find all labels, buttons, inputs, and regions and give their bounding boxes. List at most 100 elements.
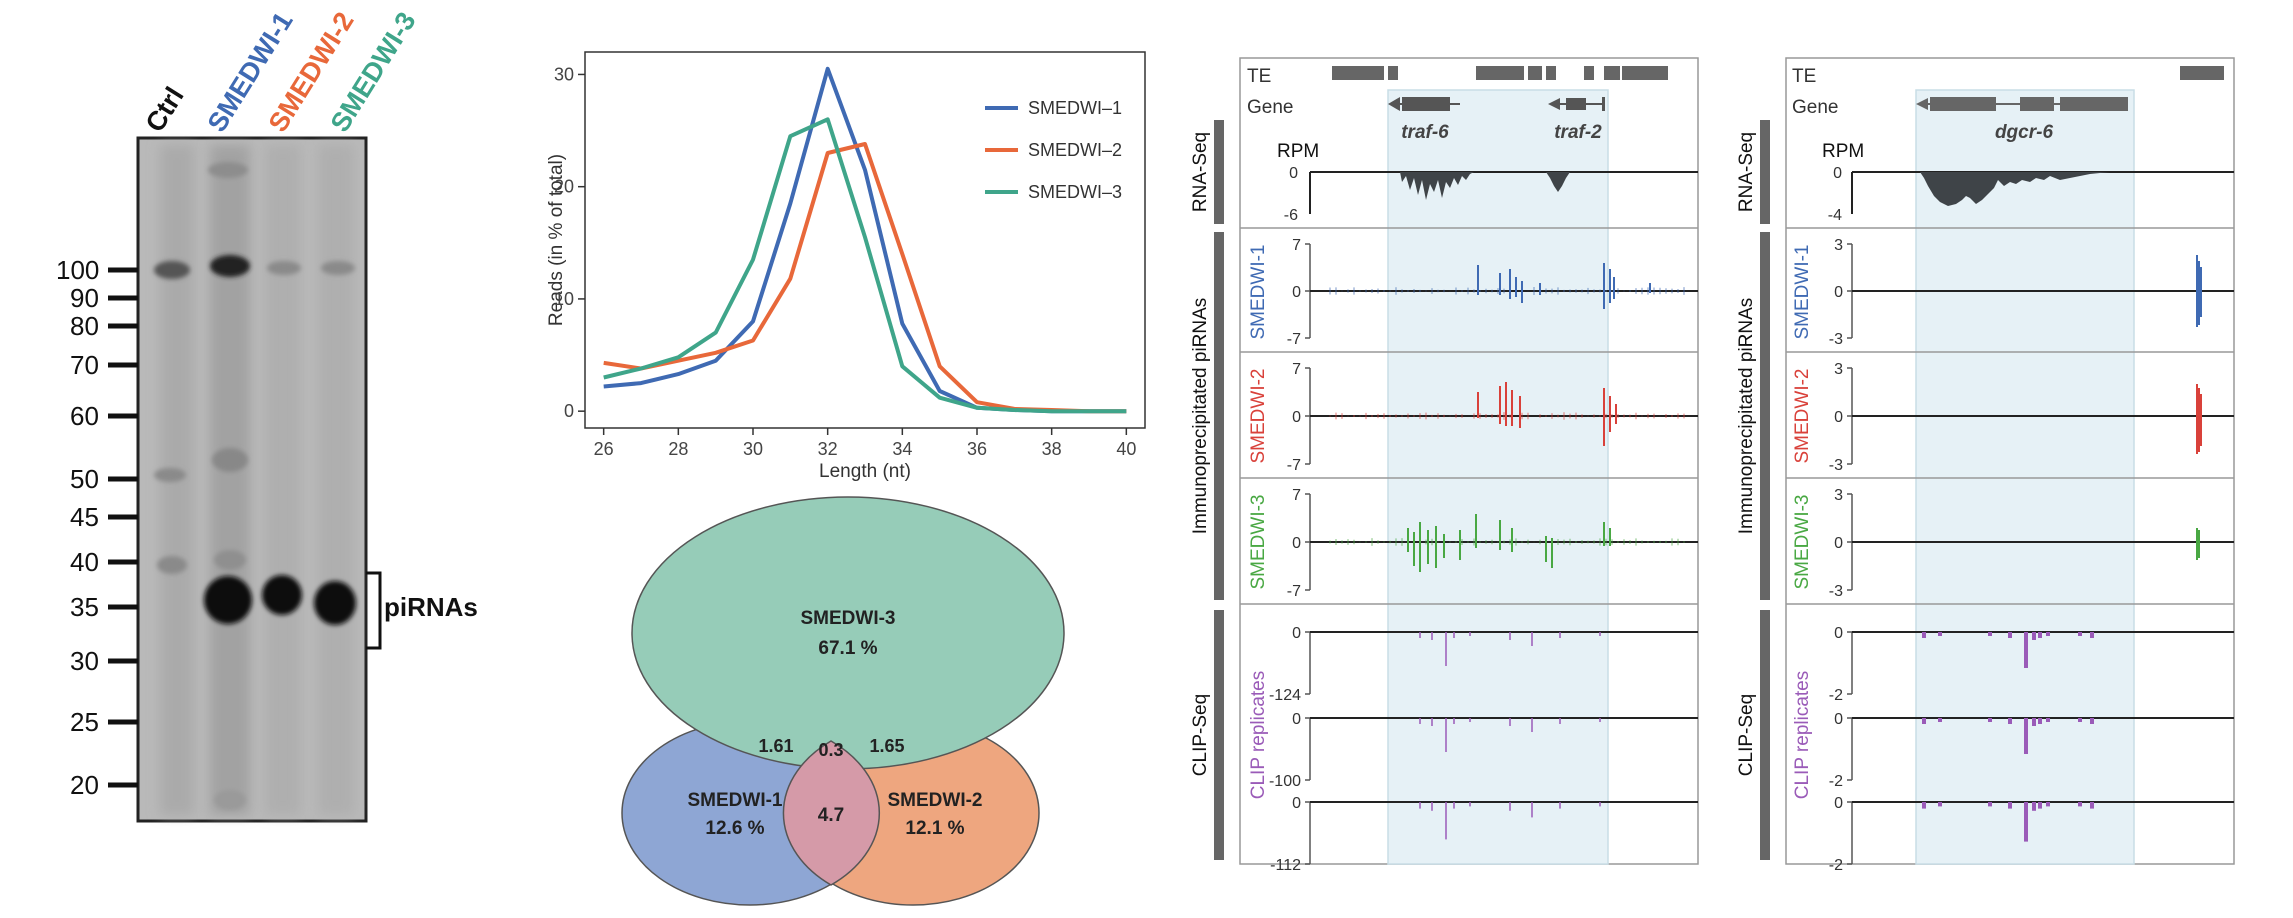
axis-tick-label: 0 (1292, 625, 1301, 642)
gel-image (136, 136, 368, 823)
axis-tick-label: -7 (1287, 457, 1301, 474)
ladder-35: 35 (70, 592, 99, 622)
ladder-70: 70 (70, 350, 99, 380)
side-label-rnaseq-right: RNA-Seq (1736, 132, 1757, 212)
rnaseq-coverage-left-2 (1546, 172, 1570, 192)
ladder-90: 90 (70, 283, 99, 313)
gene-label-left: Gene (1247, 97, 1293, 118)
left-piwi-track-3: 7 0 -7 (1287, 487, 1698, 600)
left-clip-replicate-2: 0 -100 (1269, 711, 1698, 790)
side-bar-rnaseq-right (1760, 120, 1770, 224)
chart-ylabel: Reads (in % of total) (546, 154, 567, 326)
lane-label-ctrl: Ctrl (140, 82, 190, 137)
axis-tick-label: 7 (1292, 487, 1301, 504)
venn-overlap-s1-s2 (782, 740, 880, 886)
te-label-right: TE (1792, 66, 1816, 87)
axis-tick-label: -2 (1829, 773, 1843, 790)
track-label-smedwi2-right: SMEDWI-2 (1792, 369, 1813, 464)
gene-name-traf6: traf-6 (1401, 122, 1449, 143)
side-bar-ip-right (1760, 232, 1770, 600)
axis-tick-label: -7 (1287, 583, 1301, 600)
venn-label-smedwi1: SMEDWI-1 (688, 790, 783, 811)
axis-tick-label: 0 (1292, 535, 1301, 552)
legend-label-1: SMEDWI–1 (1028, 98, 1122, 118)
legend-label-2: SMEDWI–2 (1028, 140, 1122, 160)
axis-tick-label: 0 (1834, 284, 1843, 301)
axis-tick-label: 0 (1834, 795, 1843, 812)
venn-value-smedwi1: 12.6 % (705, 818, 764, 839)
right-piwi-track-2: 3 0 -3 (1829, 361, 2234, 474)
genome-browser-traf: TE Gene traf-6 traf-2 RPM 0 -6 70-770-77… (1190, 57, 1699, 874)
axis-tick-label: 3 (1834, 361, 1843, 378)
venn-overlap-s1-s3: 1.61 (758, 736, 793, 756)
x-tick-label: 26 (594, 439, 614, 459)
side-bar-rnaseq-left (1214, 120, 1224, 224)
series-line-3 (603, 117, 1127, 414)
track-label-smedwi3-left: SMEDWI-3 (1248, 495, 1269, 590)
gene-label-right: Gene (1792, 97, 1838, 118)
side-bar-clip-left (1214, 610, 1224, 860)
chart-xlabel: Length (nt) (819, 461, 911, 482)
ladder-45: 45 (70, 502, 99, 532)
axis-tick-label: 0 (1834, 711, 1843, 728)
axis-tick-label: 3 (1834, 237, 1843, 254)
x-tick-label: 36 (967, 439, 987, 459)
track-label-smedwi2-left: SMEDWI-2 (1248, 369, 1269, 464)
axis-tick-label: 0 (1834, 535, 1843, 552)
track-label-clip-right: CLIP replicates (1792, 671, 1813, 800)
track-label-smedwi1-right: SMEDWI-1 (1792, 245, 1813, 340)
rnaseq-tick-0-right: 0 (1833, 165, 1842, 182)
ladder-25: 25 (70, 707, 99, 737)
rnaseq-coverage-left (1400, 172, 1474, 200)
gene-models-left (1388, 97, 1605, 111)
chart-legend: SMEDWI–1 SMEDWI–2 SMEDWI–3 (985, 98, 1122, 202)
legend-label-3: SMEDWI–3 (1028, 182, 1122, 202)
highlight-region-left (1387, 89, 1609, 865)
left-piwi-track-1: 7 0 -7 (1287, 237, 1698, 348)
length-distribution-chart: Reads (in % of total) Length (nt) 26 28 30… (546, 51, 1146, 482)
x-tick-label: 28 (668, 439, 688, 459)
right-piwi-track-1: 3 0 -3 (1829, 237, 2234, 348)
left-clip-replicate-1: 0 -124 (1269, 625, 1698, 704)
gene-name-traf2: traf-2 (1554, 122, 1602, 143)
axis-tick-label: -2 (1829, 857, 1843, 874)
rnaseq-tick-min-right: -4 (1828, 207, 1842, 224)
genome-browser-dgcr: TE Gene dgcr-6 RPM 0 -4 3 0 -3 3 0 -3 3 0 -3 0 -2… (1736, 57, 2235, 874)
venn-overlap-s2-s3: 1.65 (869, 736, 904, 756)
x-tick-label: 32 (818, 439, 838, 459)
rnaseq-tick-0-left: 0 (1289, 165, 1298, 182)
y-tick-label: 30 (554, 64, 574, 84)
te-label-left: TE (1247, 66, 1271, 87)
side-bar-ip-left (1214, 232, 1224, 600)
size-ladder: 100 90 80 70 60 50 45 40 35 30 25 20 (56, 255, 138, 800)
track-label-smedwi3-right: SMEDWI-3 (1792, 495, 1813, 590)
pirna-bracket (366, 571, 382, 650)
ladder-40: 40 (70, 547, 99, 577)
ladder-100: 100 (56, 255, 99, 285)
venn-value-smedwi3: 67.1 % (818, 638, 877, 659)
te-blocks-left (1332, 66, 1668, 80)
ladder-30: 30 (70, 646, 99, 676)
axis-tick-label: -3 (1829, 457, 1843, 474)
axis-tick-label: -7 (1287, 331, 1301, 348)
left-clip-replicate-3: 0 -112 (1270, 795, 1698, 874)
right-piwi-track-3: 3 0 -3 (1829, 487, 2234, 600)
side-bar-clip-right (1760, 610, 1770, 860)
axis-tick-label: 0 (1292, 795, 1301, 812)
right-clip-replicate-1: 0 -2 (1829, 625, 2234, 704)
ladder-80: 80 (70, 311, 99, 341)
right-clip-replicate-2: 0 -2 (1829, 711, 2234, 790)
side-label-clip-left: CLIP-Seq (1190, 694, 1211, 776)
rpm-label-right: RPM (1822, 141, 1864, 162)
axis-tick-label: -124 (1269, 687, 1301, 704)
axis-tick-label: 0 (1292, 711, 1301, 728)
venn-diagram: SMEDWI-3 67.1 % SMEDWI-1 12.6 % SMEDWI-2… (621, 496, 1065, 906)
rpm-label-left: RPM (1277, 141, 1319, 162)
axis-tick-label: -3 (1829, 583, 1843, 600)
side-label-clip-right: CLIP-Seq (1736, 694, 1757, 776)
axis-tick-label: -100 (1269, 773, 1301, 790)
ladder-60: 60 (70, 401, 99, 431)
gene-name-dgcr6: dgcr-6 (1995, 122, 2054, 143)
y-tick-label: 0 (564, 401, 574, 421)
